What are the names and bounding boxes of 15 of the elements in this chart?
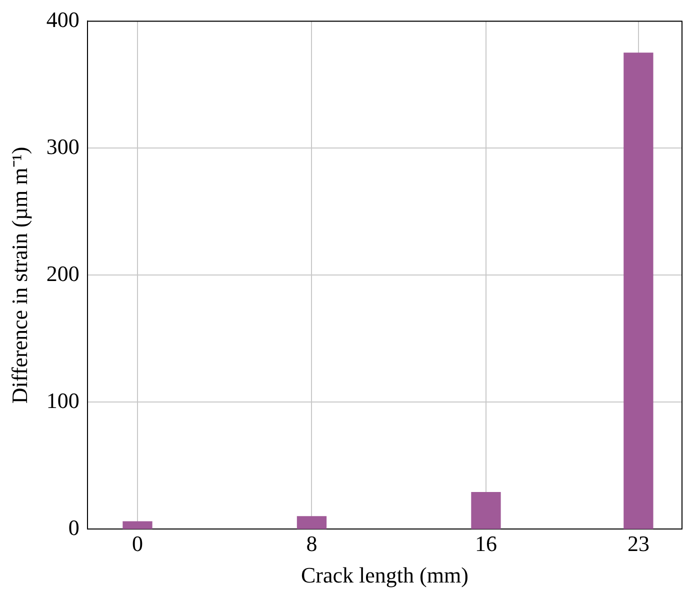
y-tick-label: 100 [46, 388, 80, 413]
y-tick-label: 0 [68, 514, 80, 540]
y-tick-label: 300 [46, 134, 80, 159]
bar [624, 52, 654, 530]
x-tick-label: 0 [132, 531, 143, 556]
y-axis-title: Difference in strain (µm m⁻¹) [6, 146, 32, 404]
bar [296, 516, 327, 530]
y-tick-label: 400 [46, 6, 80, 32]
x-tick-label: 23 [627, 531, 650, 556]
x-tick-label: 8 [306, 531, 318, 556]
bar [471, 492, 501, 530]
bar [122, 521, 152, 530]
x-tick-label: 16 [474, 531, 497, 556]
y-tick-label: 200 [46, 260, 80, 286]
x-axis-title: Crack length (mm) [300, 562, 468, 588]
